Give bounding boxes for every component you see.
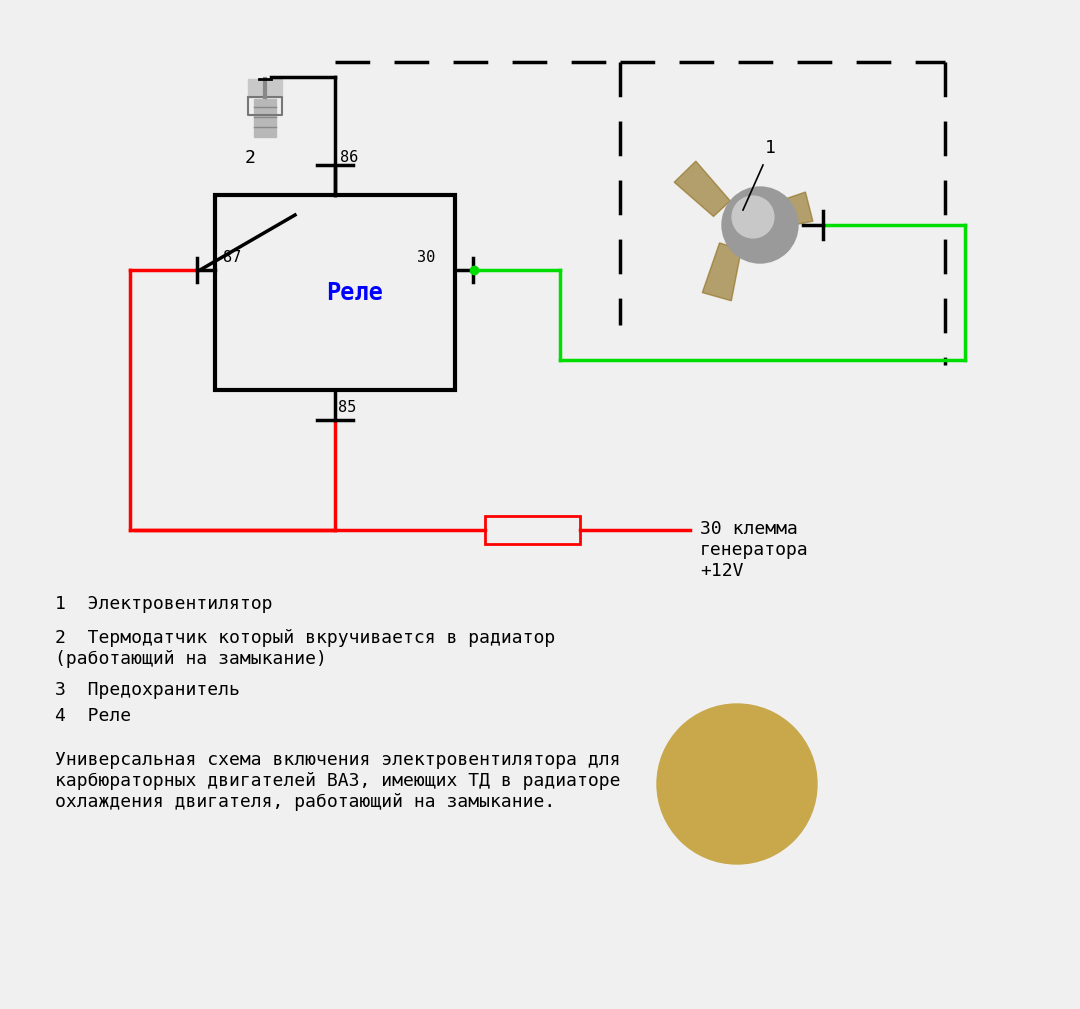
Text: 1: 1: [765, 139, 775, 157]
Polygon shape: [674, 161, 730, 217]
Text: 86: 86: [340, 150, 359, 165]
Bar: [215, 195, 455, 390]
Text: 4  Реле: 4 Реле: [55, 706, 131, 724]
Circle shape: [723, 187, 798, 263]
Text: 1  Электровентилятор: 1 Электровентилятор: [55, 595, 272, 613]
Text: 2  Термодатчик который вкручивается в радиатор
(работающий на замыкание): 2 Термодатчик который вкручивается в рад…: [55, 629, 555, 668]
Text: 30 клемма
генератора
+12V: 30 клемма генератора +12V: [700, 520, 809, 579]
Text: 3  Предохранитель: 3 Предохранитель: [55, 681, 240, 699]
Text: 30: 30: [417, 250, 435, 265]
Bar: [254, 99, 276, 137]
Circle shape: [732, 196, 774, 238]
Polygon shape: [702, 243, 741, 301]
Text: 87: 87: [222, 250, 241, 265]
Text: 85: 85: [338, 400, 356, 415]
Polygon shape: [756, 192, 813, 231]
Bar: [248, 79, 282, 97]
Bar: [485, 516, 580, 544]
Circle shape: [657, 704, 816, 864]
Text: Универсальная схема включения электровентилятора для
карбюраторных двигателей ВА: Универсальная схема включения электровен…: [55, 751, 621, 810]
Text: Реле: Реле: [326, 281, 383, 305]
Text: 2: 2: [244, 149, 256, 167]
